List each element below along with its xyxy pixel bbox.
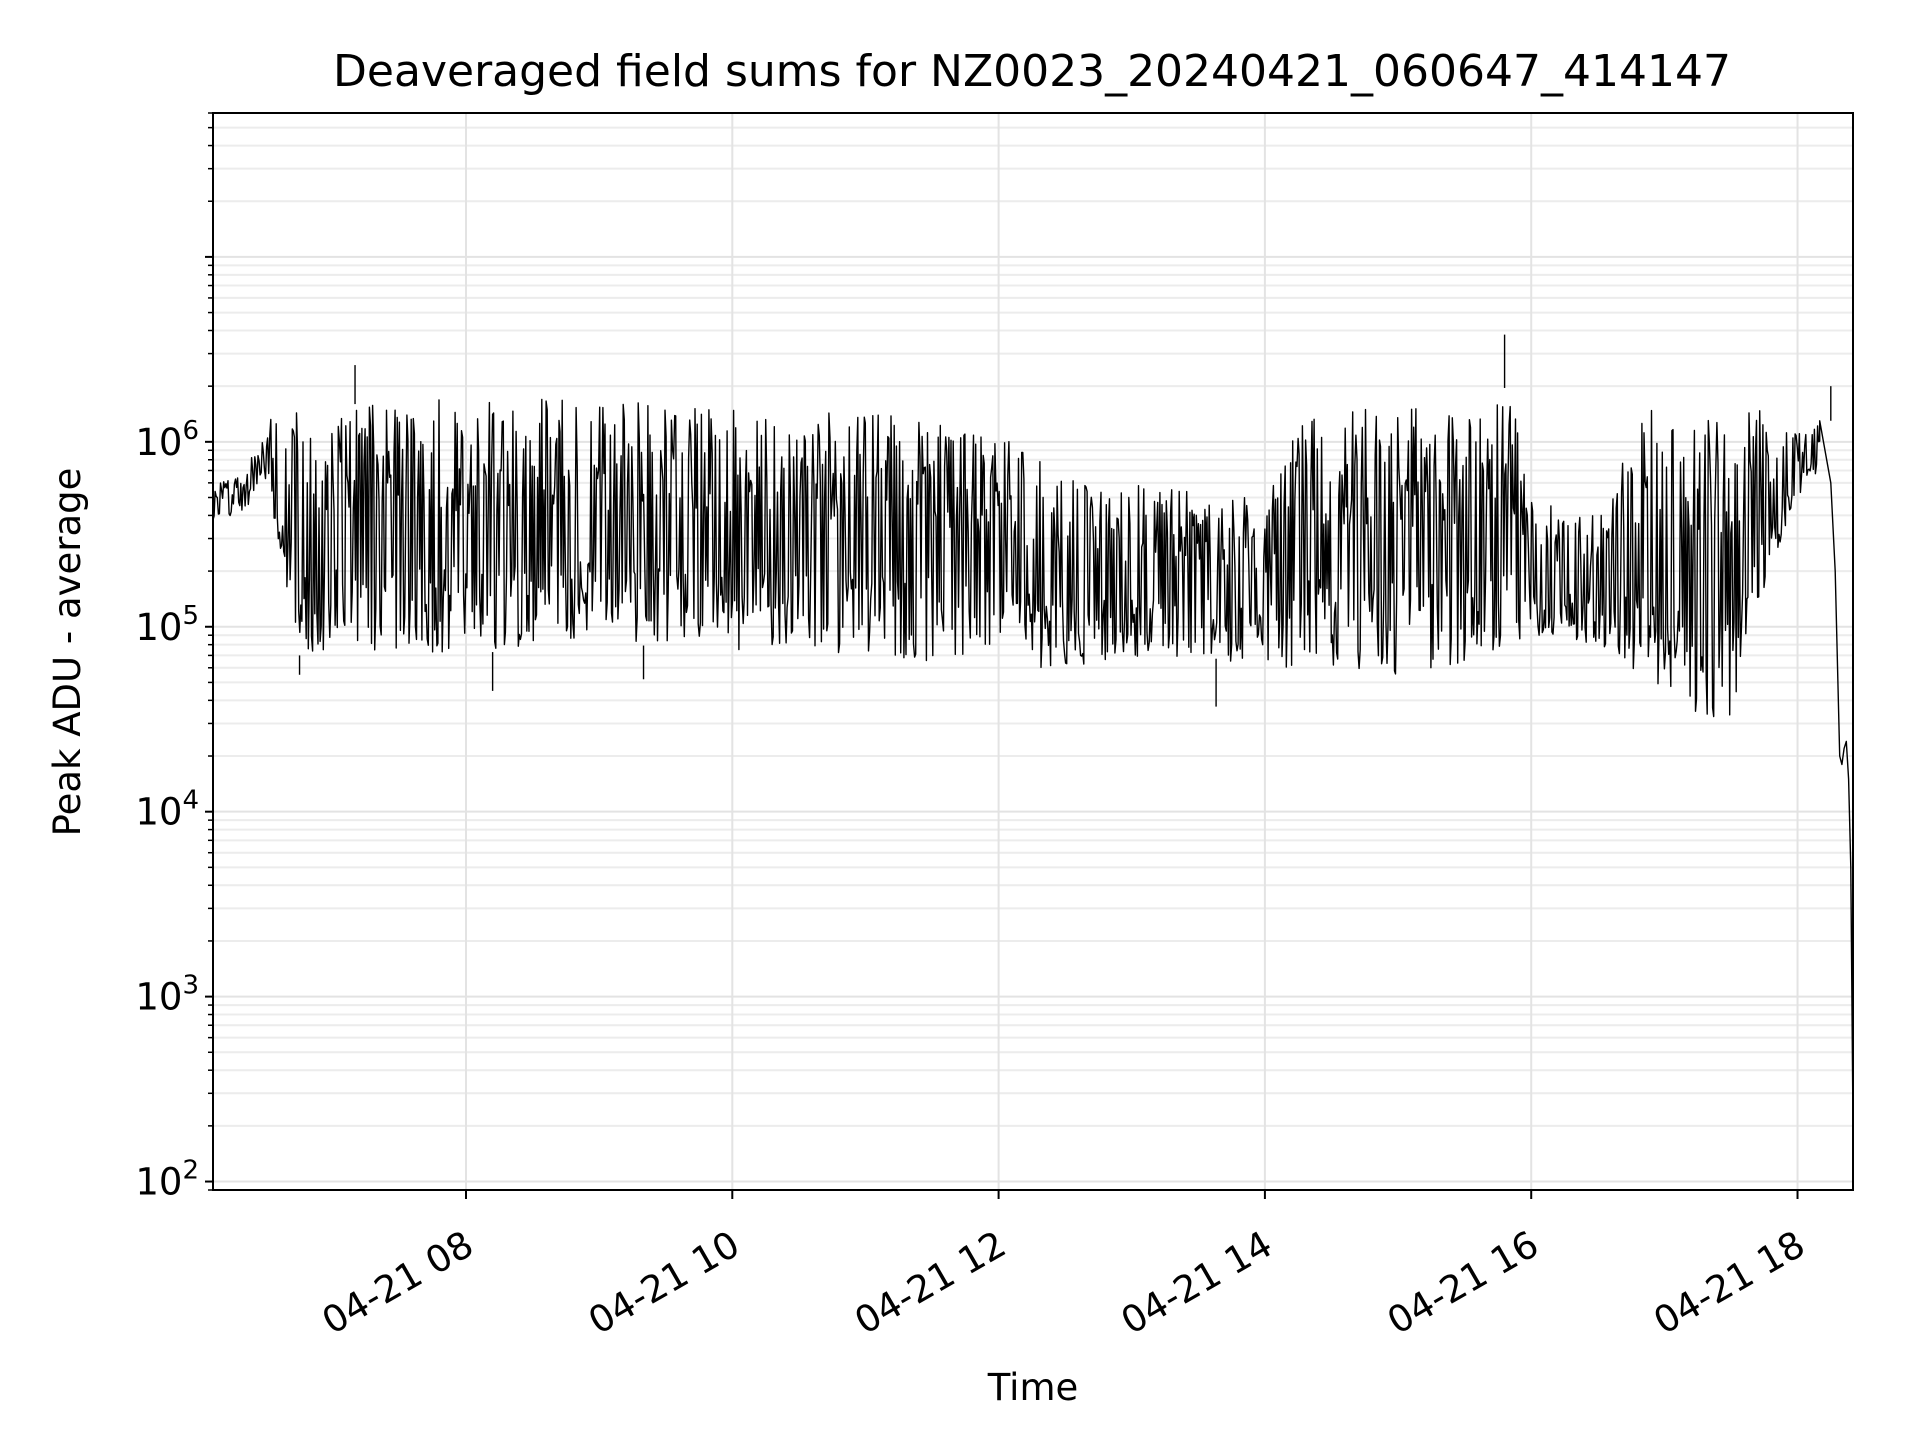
plot-frame (212, 112, 1854, 1191)
x-tick-label: 04-21 16 (1380, 1223, 1546, 1343)
series-path (212, 398, 1854, 1126)
y-tick-label: 104 (135, 786, 199, 834)
x-tick-label: 04-21 08 (315, 1223, 481, 1343)
y-axis-label: Peak ADU - average (46, 468, 89, 837)
y-tick-label: 106 (135, 416, 199, 464)
x-tick-label: 04-21 10 (581, 1223, 747, 1343)
x-tick-label: 04-21 14 (1114, 1223, 1280, 1343)
x-tick-label: 04-21 18 (1646, 1223, 1812, 1343)
chart-title: Deaveraged field sums for NZ0023_2024042… (333, 46, 1731, 97)
y-tick-label: 105 (135, 601, 199, 649)
series-line (212, 334, 1854, 1126)
y-tick-label: 102 (135, 1156, 199, 1204)
grid (213, 112, 1853, 1191)
x-axis-label: Time (987, 1366, 1079, 1409)
y-tick-label: 103 (135, 971, 199, 1019)
x-tick-label: 04-21 12 (848, 1223, 1014, 1343)
